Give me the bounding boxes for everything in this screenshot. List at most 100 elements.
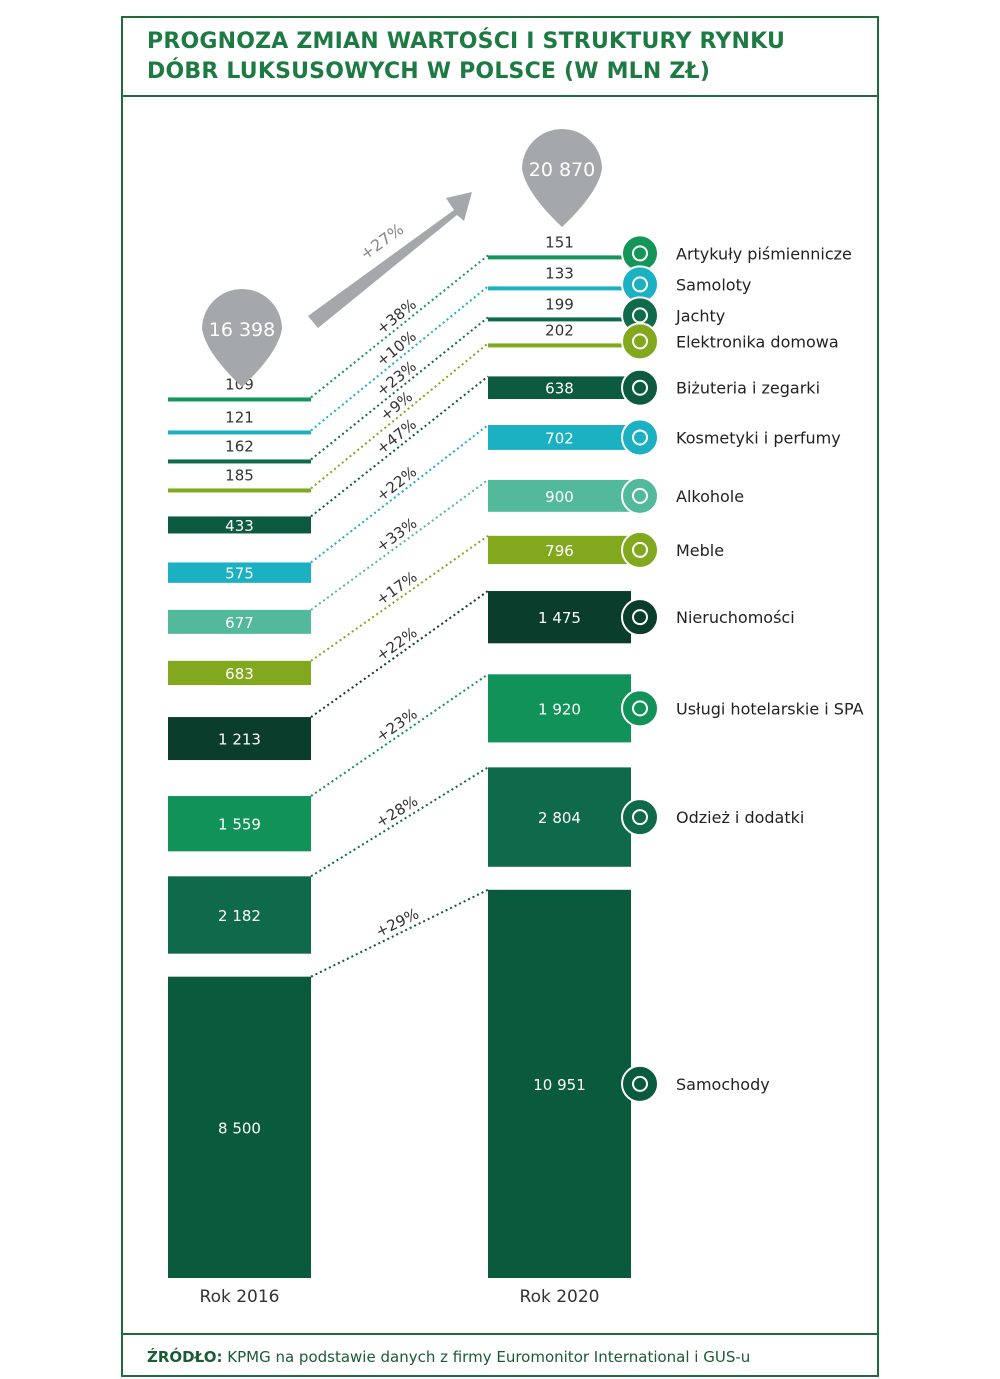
buildings-icon-glyph — [632, 609, 648, 626]
connector-kosmetyki-i-perfumy — [310, 424, 489, 564]
bar-2016-nieruchomosci — [168, 717, 311, 761]
value-label-2020-uslugi-hotelarskie-i-spa: 1 920 — [538, 700, 581, 718]
total-pin-2020-value: 20 870 — [529, 159, 595, 181]
connector-elektronika-domowa — [310, 342, 489, 490]
value-label-2016-elektronika-domowa: 185 — [225, 466, 254, 484]
value-label-2020-samoloty: 133 — [545, 264, 574, 282]
category-label-uslugi-hotelarskie-i-spa: Usługi hotelarskie i SPA — [676, 699, 864, 718]
usb-plug-icon-badge — [621, 322, 659, 361]
lotus-icon-glyph — [632, 700, 648, 717]
value-label-2020-samochody: 10 951 — [533, 1076, 586, 1094]
value-label-2020-odziez-i-dodatki: 2 804 — [538, 809, 581, 827]
connector-odziez-i-dodatki — [310, 766, 489, 878]
bar-2020-jachty — [488, 317, 631, 322]
usb-plug-icon-glyph — [632, 333, 648, 350]
value-label-2020-bizuteria-i-zegarki: 638 — [545, 380, 574, 398]
growth-arrow-shape — [308, 192, 472, 328]
connector-uslugi-hotelarskie-i-spa — [310, 673, 489, 797]
bar-2016-odziez-i-dodatki — [168, 876, 311, 954]
value-label-2020-nieruchomosci: 1 475 — [538, 609, 581, 627]
bar-2016-elektronika-domowa — [168, 488, 311, 493]
title-box: PROGNOZA ZMIAN WARTOŚCI I STRUKTURY RYNK… — [121, 16, 879, 97]
buildings-icon-badge — [621, 598, 659, 637]
category-label-kosmetyki-i-perfumy: Kosmetyki i perfumy — [676, 428, 841, 447]
bar-2020-alkohole — [488, 479, 631, 512]
necklace-icon-glyph — [632, 379, 648, 396]
car-icon — [621, 1064, 659, 1103]
connector-samoloty — [310, 285, 489, 432]
perfume-icon-badge — [621, 418, 659, 457]
connector-nieruchomosci — [310, 590, 489, 718]
source-label: ŹRÓDŁO: — [147, 1348, 223, 1366]
bar-2020-bizuteria-i-zegarki — [488, 376, 631, 400]
value-label-2016-samoloty: 121 — [225, 408, 254, 426]
growth-label-uslugi-hotelarskie-i-spa: +23% — [373, 705, 421, 746]
value-label-2016-nieruchomosci: 1 213 — [218, 731, 261, 749]
bar-2020-meble — [488, 535, 631, 565]
source-text: KPMG na podstawie danych z firmy Euromon… — [222, 1348, 751, 1366]
dress-icon-badge — [621, 798, 659, 837]
year-label-2020: Rok 2020 — [520, 1287, 600, 1307]
connector-alkohole — [310, 479, 489, 611]
growth-arrow — [308, 192, 472, 328]
total-pin-2020-shape — [522, 129, 602, 227]
value-label-2016-odziez-i-dodatki: 2 182 — [218, 907, 261, 925]
bar-2020-kosmetyki-i-perfumy — [488, 425, 631, 450]
bar-2020-uslugi-hotelarskie-i-spa — [488, 674, 631, 743]
lotus-icon-badge — [621, 689, 659, 728]
bar-2020-nieruchomosci — [488, 591, 631, 644]
perfume-icon-glyph — [632, 429, 648, 446]
bar-2016-bizuteria-i-zegarki — [168, 516, 311, 534]
value-label-2016-meble: 683 — [225, 665, 254, 683]
bar-2016-kosmetyki-i-perfumy — [168, 562, 311, 583]
plane-icon-glyph — [632, 276, 648, 293]
bar-2016-meble — [168, 660, 311, 686]
bar-2020-odziez-i-dodatki — [488, 767, 631, 867]
category-label-samoloty: Samoloty — [676, 275, 751, 294]
bar-2016-alkohole — [168, 609, 311, 634]
chart-title-line-2: DÓBR LUKSUSOWYCH W POLSCE (W MLN ZŁ) — [147, 59, 711, 84]
usb-plug-icon — [621, 322, 659, 361]
value-label-2020-jachty: 199 — [545, 295, 574, 313]
lotus-icon — [621, 689, 659, 728]
category-label-elektronika-domowa: Elektronika domowa — [676, 332, 839, 351]
total-pin-2020 — [522, 129, 602, 227]
buildings-icon — [621, 598, 659, 637]
connector-meble — [310, 534, 489, 662]
dress-icon-glyph — [632, 809, 648, 826]
total-pin-2016 — [202, 289, 282, 387]
category-label-alkohole: Alkohole — [676, 487, 744, 506]
ice-bucket-icon-glyph — [632, 487, 648, 504]
value-label-2020-alkohole: 900 — [545, 488, 574, 506]
category-label-nieruchomosci: Nieruchomości — [676, 608, 795, 627]
bar-2016-uslugi-hotelarskie-i-spa — [168, 796, 311, 852]
value-label-2020-artykuly-pismiennicze: 151 — [545, 233, 574, 251]
total-pin-2016-shape — [202, 289, 282, 387]
sofa-icon-glyph — [632, 541, 648, 558]
connector-samochody — [310, 888, 489, 978]
category-label-odziez-i-dodatki: Odzież i dodatki — [676, 808, 804, 827]
value-label-2020-meble: 796 — [545, 542, 574, 560]
total-pin-2016-value: 16 398 — [209, 319, 275, 341]
ice-bucket-icon — [621, 476, 659, 515]
value-label-2016-samochody: 8 500 — [218, 1119, 261, 1137]
category-label-bizuteria-i-zegarki: Biżuteria i zegarki — [676, 379, 820, 398]
footer-divider — [121, 1333, 879, 1335]
value-label-2020-elektronika-domowa: 202 — [545, 321, 574, 339]
value-label-2016-uslugi-hotelarskie-i-spa: 1 559 — [218, 816, 261, 834]
growth-label-odziez-i-dodatki: +28% — [373, 792, 422, 831]
chart-frame — [121, 16, 879, 1377]
necklace-icon-badge — [621, 368, 659, 407]
sofa-icon-badge — [621, 530, 659, 569]
value-label-2020-kosmetyki-i-perfumy: 702 — [545, 429, 574, 447]
category-label-samochody: Samochody — [676, 1075, 770, 1094]
necklace-icon — [621, 368, 659, 407]
value-label-2016-alkohole: 677 — [225, 614, 254, 632]
chart-title-line-1: PROGNOZA ZMIAN WARTOŚCI I STRUKTURY RYNK… — [147, 29, 786, 54]
growth-label-samochody: +29% — [373, 905, 422, 941]
value-label-2016-kosmetyki-i-perfumy: 575 — [225, 565, 254, 583]
category-label-artykuly-pismiennicze: Artykuły piśmiennicze — [676, 244, 852, 263]
growth-label-kosmetyki-i-perfumy: +22% — [373, 463, 420, 505]
year-label-2016: Rok 2016 — [200, 1287, 280, 1307]
